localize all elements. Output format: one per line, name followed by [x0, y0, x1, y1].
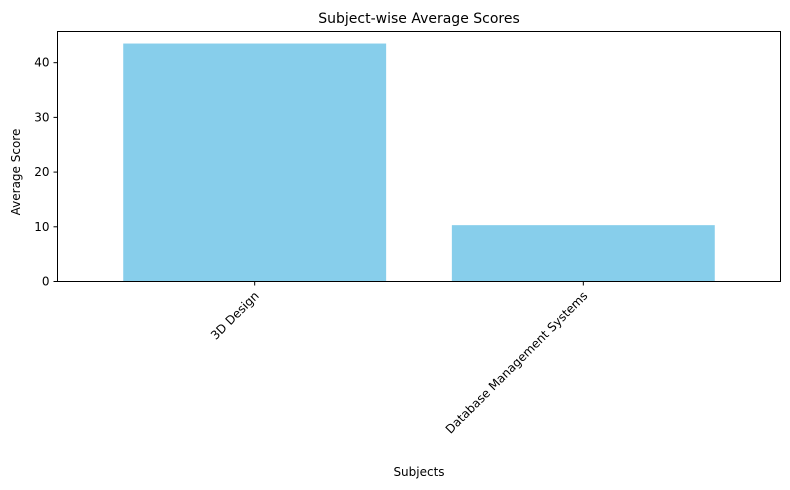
y-tick-label: 30 — [34, 110, 49, 124]
x-tick-label: 3D Design — [208, 289, 262, 343]
bar-database-management-systems — [451, 225, 715, 282]
x-axis-label: Subjects — [393, 465, 444, 479]
y-tick-label: 20 — [34, 165, 49, 179]
y-tick-label: 40 — [34, 56, 49, 70]
chart-title: Subject-wise Average Scores — [318, 11, 520, 27]
bars-group — [123, 43, 715, 282]
y-tick-label: 10 — [34, 220, 49, 234]
y-tick-label: 0 — [42, 275, 50, 289]
bar-3d-design — [123, 43, 387, 282]
y-axis-label: Average Score — [9, 129, 23, 216]
x-tick-label: Database Management Systems — [443, 289, 591, 437]
plot-frame — [57, 31, 781, 282]
y-axis-ticks: 0 10 20 30 40 — [34, 56, 58, 289]
x-axis-ticks: 3D Design Database Management Systems — [208, 281, 591, 437]
